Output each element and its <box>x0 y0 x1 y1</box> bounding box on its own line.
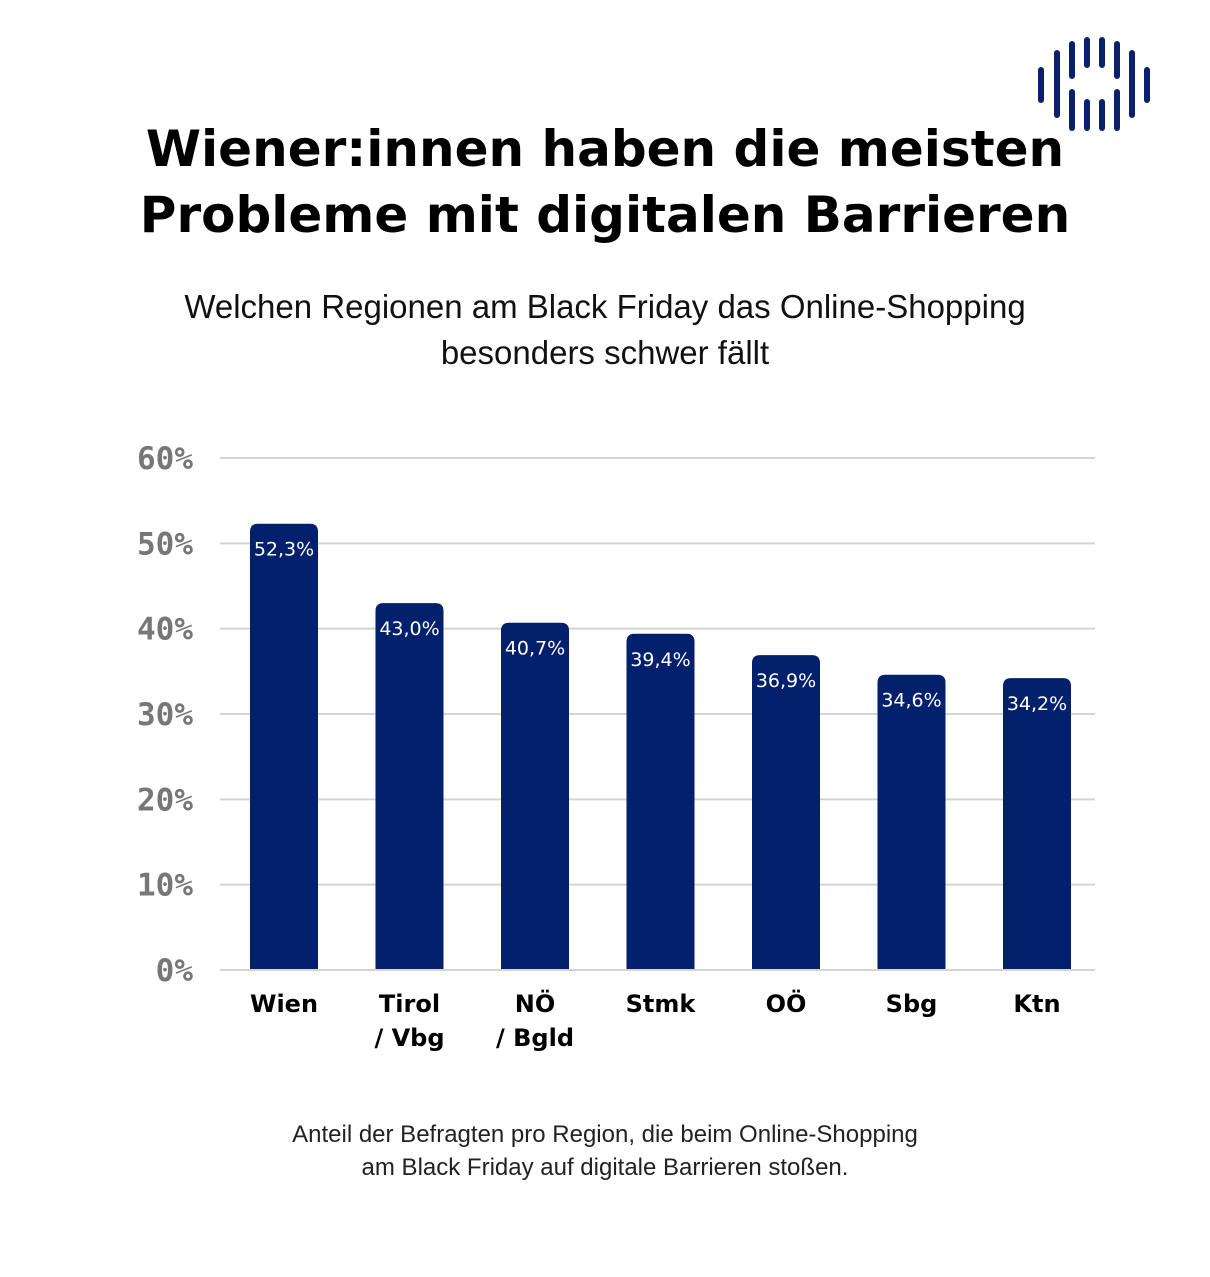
y-tick-label: 30% <box>137 697 193 733</box>
data-label: 39,4% <box>630 649 690 671</box>
y-tick-label: 20% <box>137 782 193 818</box>
y-tick-label: 10% <box>137 868 193 904</box>
chart-subtitle: Welchen Regionen am Black Friday das Onl… <box>0 284 1210 376</box>
footnote-line: am Black Friday auf digitale Barrieren s… <box>361 1154 849 1181</box>
title-line: Wiener:innen haben die meisten <box>145 120 1065 178</box>
x-tick-label: Ktn <box>1013 990 1060 1018</box>
chart-footnote: Anteil der Befragten pro Region, die bei… <box>0 1118 1210 1184</box>
data-label: 40,7% <box>505 638 565 660</box>
x-tick-label: Tirol <box>379 990 440 1018</box>
x-tick-label: Stmk <box>626 990 697 1018</box>
bar <box>250 523 318 970</box>
data-label: 34,2% <box>1007 693 1067 715</box>
bar <box>877 674 946 970</box>
subtitle-line: Welchen Regionen am Black Friday das Onl… <box>184 288 1026 325</box>
data-label: 43,0% <box>379 618 439 640</box>
y-tick-label: 0% <box>156 953 194 989</box>
bar <box>752 655 820 970</box>
y-tick-label: 50% <box>137 526 193 562</box>
chart-title: Wiener:innen haben die meisten Probleme … <box>0 116 1210 248</box>
data-label: 52,3% <box>254 539 314 561</box>
bar <box>626 633 695 970</box>
x-tick-label: Wien <box>250 990 318 1018</box>
bar <box>375 603 444 970</box>
bar <box>501 622 569 970</box>
logo-icon <box>1038 37 1150 131</box>
footnote-line: Anteil der Befragten pro Region, die bei… <box>292 1121 918 1148</box>
x-tick-label: OÖ <box>766 988 807 1018</box>
y-tick-label: 60% <box>137 441 193 477</box>
x-tick-label: Sbg <box>886 990 938 1018</box>
data-label: 34,6% <box>881 690 941 712</box>
bar <box>1003 678 1071 970</box>
x-tick-label: NÖ <box>515 988 556 1018</box>
title-line: Probleme mit digitalen Barrieren <box>139 186 1071 244</box>
x-tick-label: / Vbg <box>374 1024 444 1052</box>
x-tick-label: / Bgld <box>496 1024 574 1052</box>
subtitle-line: besonders schwer fällt <box>440 334 770 371</box>
y-tick-label: 40% <box>137 612 193 648</box>
data-label: 36,9% <box>756 670 816 692</box>
